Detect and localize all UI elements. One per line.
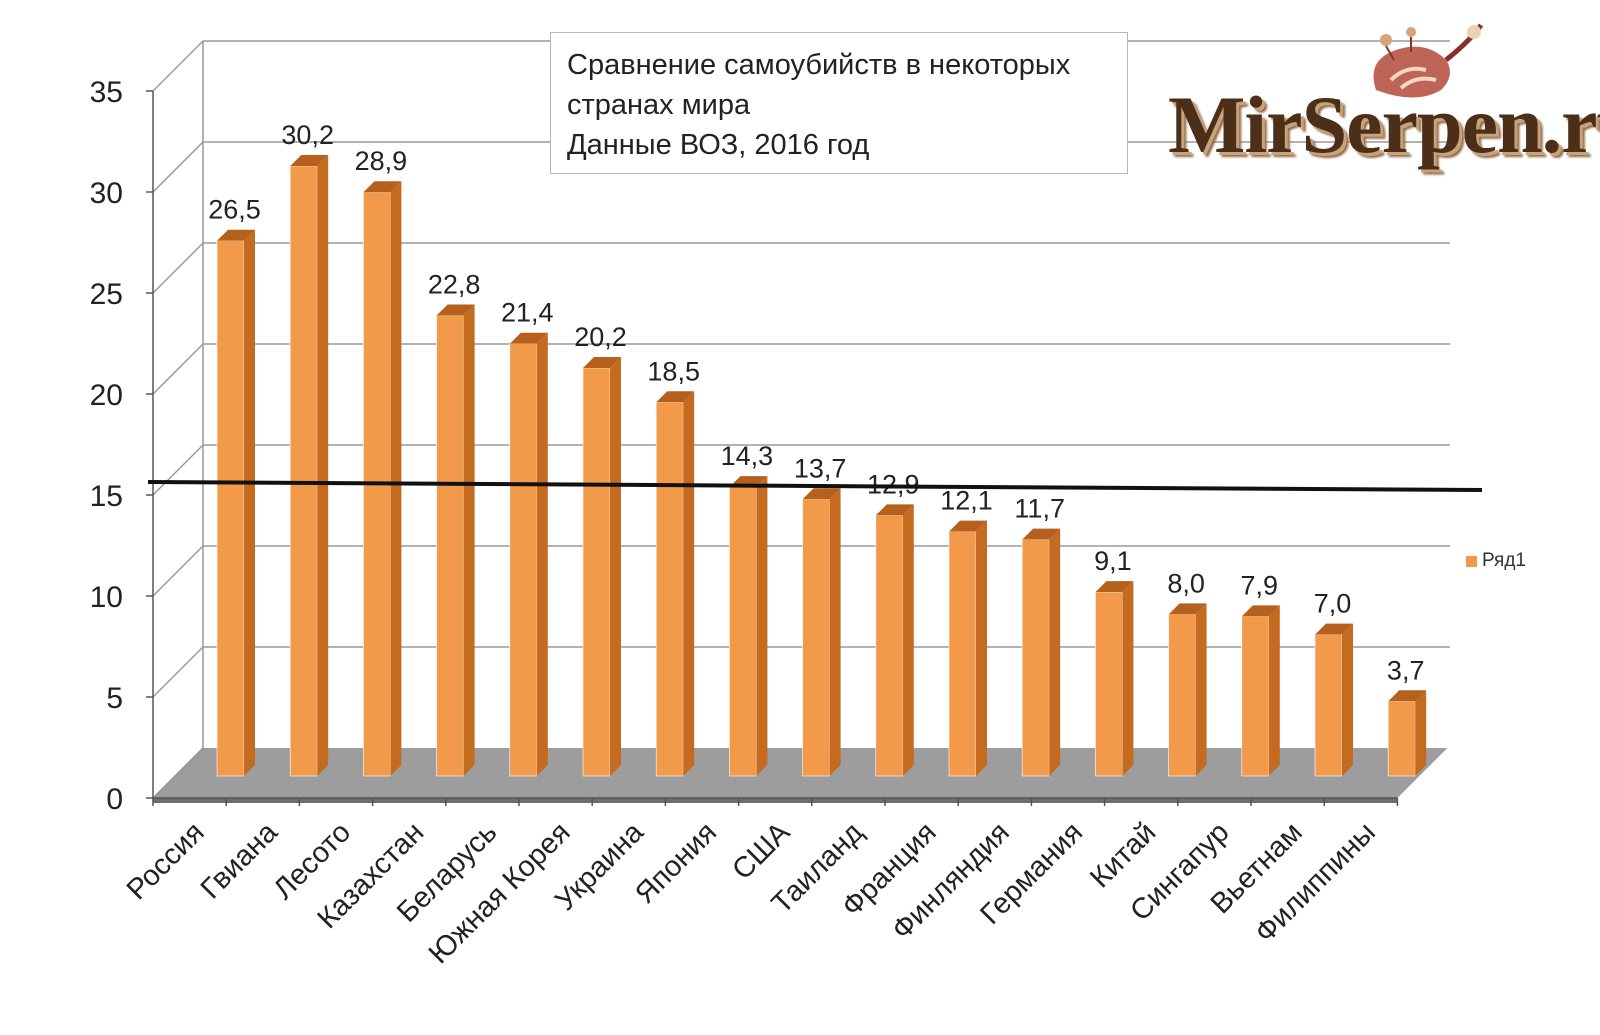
y-tick-label: 30 <box>90 177 123 210</box>
bar <box>509 343 538 777</box>
chart-title-line-2: странах мира <box>567 89 751 121</box>
bar-side <box>1195 603 1207 776</box>
bar-top <box>509 332 548 344</box>
gridline-connector <box>152 40 204 92</box>
y-tick-label: 20 <box>90 379 123 412</box>
bar-side <box>829 488 841 776</box>
y-tick-label: 5 <box>106 682 123 715</box>
bar-side <box>1415 690 1427 776</box>
gridline-connector <box>152 141 204 193</box>
bar <box>655 401 684 777</box>
bar-side <box>756 476 768 776</box>
bar-side <box>1342 623 1353 776</box>
shrimp-logo-icon <box>1373 23 1484 98</box>
y-tick-label: 0 <box>106 783 123 816</box>
gridline-connector <box>152 545 204 597</box>
bar-side <box>390 181 402 777</box>
chart-floor-edge <box>153 798 1398 803</box>
data-label: 13,7 <box>794 453 847 483</box>
bar-top <box>656 391 695 403</box>
bar <box>436 315 464 777</box>
data-label: 30,2 <box>281 120 334 150</box>
data-label: 18,5 <box>647 356 700 386</box>
gridline-connector <box>152 343 204 395</box>
bar-top <box>802 488 841 500</box>
bar-top <box>217 229 255 241</box>
bar-side <box>1122 581 1134 776</box>
data-label: 21,4 <box>501 298 554 328</box>
bar-side <box>1268 605 1280 776</box>
bar-top <box>1095 581 1134 593</box>
bar-side <box>683 391 695 776</box>
bar-top <box>363 181 402 193</box>
bar <box>1168 614 1196 777</box>
data-label: 3,7 <box>1387 655 1425 685</box>
y-tick-label: 25 <box>90 278 123 311</box>
data-label: 8,0 <box>1167 568 1205 598</box>
y-tick-label: 35 <box>90 76 123 109</box>
bar <box>875 515 904 777</box>
bar <box>216 240 245 777</box>
bar-side <box>317 154 329 776</box>
gridline-connector <box>152 242 204 294</box>
bar-side <box>1049 528 1061 776</box>
data-label: 28,9 <box>355 146 408 176</box>
data-label: 20,2 <box>574 322 627 352</box>
x-category-label: Гвиана <box>195 816 285 906</box>
bar <box>1021 539 1050 777</box>
bar-top <box>1241 605 1280 617</box>
bar <box>1314 634 1343 777</box>
bar-side <box>976 520 987 776</box>
gridline-connector <box>152 646 204 698</box>
x-category-label: Россия <box>121 816 211 906</box>
bar-top <box>290 154 329 166</box>
bar-top <box>436 304 475 316</box>
bar-side <box>244 229 255 776</box>
bar-top <box>1022 528 1061 540</box>
data-label: 26,5 <box>208 195 261 225</box>
bar <box>802 498 830 777</box>
data-label: 7,9 <box>1241 570 1279 600</box>
legend-swatch-icon <box>1466 555 1477 567</box>
bar <box>582 367 611 777</box>
bar-top <box>1315 623 1353 635</box>
data-label: 22,8 <box>428 269 481 299</box>
bar <box>289 165 318 777</box>
bar-top <box>949 520 987 532</box>
bar <box>729 486 757 777</box>
bar-side <box>536 332 548 776</box>
bar-side <box>610 356 621 776</box>
x-category-label: Япония <box>629 816 723 910</box>
bar-top <box>583 356 621 368</box>
data-label: 7,0 <box>1314 589 1352 619</box>
data-label: 9,1 <box>1094 546 1132 576</box>
data-label: 12,1 <box>940 486 993 516</box>
bar-side <box>463 304 475 776</box>
bar <box>1095 591 1123 777</box>
legend-label: Ряд1 <box>1482 550 1526 571</box>
gridline-connector <box>152 444 204 496</box>
chart-title-line-1: Сравнение самоубийств в некоторых <box>567 49 1071 81</box>
chart-title-box: Сравнение самоубийств в некоторых страна… <box>550 32 1128 174</box>
y-tick-label: 15 <box>90 480 123 513</box>
bar <box>1387 700 1416 777</box>
brand-watermark: MirSerpen.ru <box>1168 79 1600 170</box>
bar-top <box>1388 690 1427 702</box>
chart-title-line-3: Данные ВОЗ, 2016 год <box>567 129 870 161</box>
y-tick-label: 10 <box>90 581 123 614</box>
bar <box>1241 616 1270 777</box>
bar-side <box>902 504 914 776</box>
data-label: 14,3 <box>721 441 774 471</box>
reference-line <box>147 480 1483 492</box>
data-label: 11,7 <box>1014 494 1065 524</box>
chart-legend: Ряд1 <box>1466 550 1526 572</box>
bar-top <box>1168 603 1207 615</box>
bar-top <box>875 504 914 516</box>
bar <box>948 531 977 777</box>
